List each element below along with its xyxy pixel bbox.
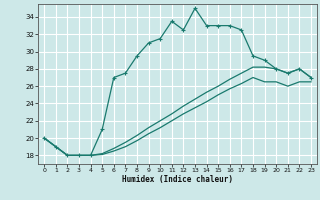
X-axis label: Humidex (Indice chaleur): Humidex (Indice chaleur) xyxy=(122,175,233,184)
